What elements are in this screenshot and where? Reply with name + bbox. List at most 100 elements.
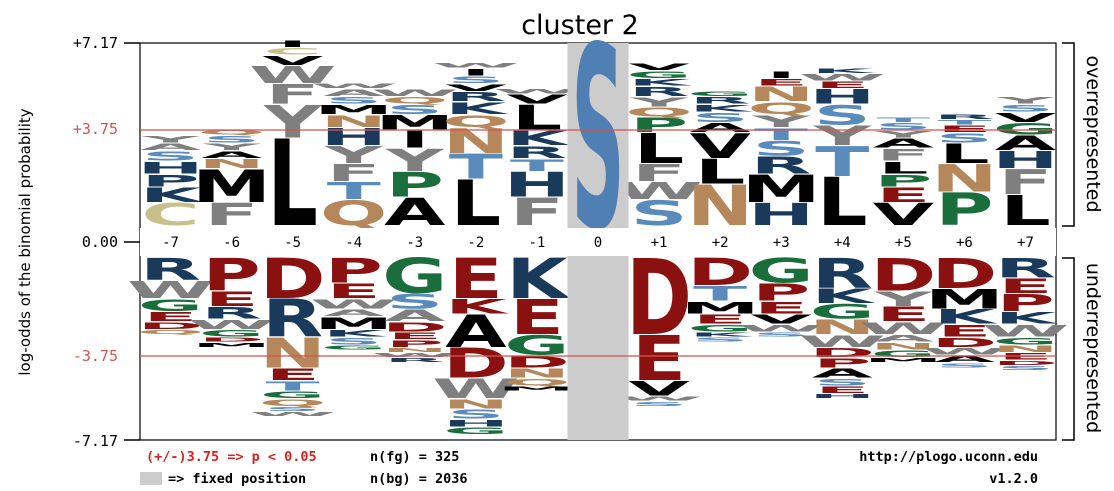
logo-letter-under: D xyxy=(993,360,1059,367)
zero-band xyxy=(140,228,1056,256)
logo-letter-under: H xyxy=(809,393,875,400)
logo-letter-under: D xyxy=(138,321,204,332)
logo-letter-under: G xyxy=(688,323,753,334)
logo-letter-over: F xyxy=(327,160,381,187)
logo-letter-over: H xyxy=(321,123,387,150)
logo-letter-over: Y xyxy=(751,112,811,131)
logo-letter-under: P xyxy=(386,339,444,350)
logo-letter-over: N xyxy=(443,122,509,162)
logo-letter-under: M xyxy=(681,299,760,318)
over-label: overrepresented xyxy=(1082,55,1104,212)
logo-letter-under: N xyxy=(504,366,570,381)
logo-letter-over: N xyxy=(321,112,387,131)
logo-letter-over: R xyxy=(629,84,690,99)
logo-letter-under: M xyxy=(192,342,271,349)
logo-letter-under: T xyxy=(693,282,748,305)
logo-letter-under: W xyxy=(921,346,1008,357)
logo-letter-over: W xyxy=(493,88,580,95)
logo-letter-over: Q xyxy=(198,130,265,137)
tick-zero: 0.00 xyxy=(82,233,118,251)
logo-letter-over: Q xyxy=(320,194,387,234)
logo-letter-over: T xyxy=(876,117,931,124)
logo-letter-over: R xyxy=(506,143,567,162)
logo-letter-under: E xyxy=(632,323,686,395)
logo-letter-under: K xyxy=(506,248,570,312)
logo-letter-under: P xyxy=(996,289,1054,316)
logo-letter-over: P xyxy=(630,114,688,137)
right-brackets xyxy=(1062,42,1075,441)
logo-letter-under: P xyxy=(325,252,383,291)
logo-letter-over: L xyxy=(695,153,746,193)
logo-letter-over: P xyxy=(386,165,444,205)
logo-letter-over: L xyxy=(939,138,990,169)
logo-letter-over: A xyxy=(323,88,385,99)
logo-letter-over: S xyxy=(631,194,688,234)
logo-letter-under: E xyxy=(937,322,991,341)
tick-sig-neg: -3.75 xyxy=(73,347,118,365)
logo-letter-under: A xyxy=(445,306,507,358)
logo-letter-over: Q xyxy=(625,105,692,120)
logo-letter-under: A xyxy=(812,366,873,381)
logo-letter-over: F xyxy=(876,146,930,165)
logo-letter-over: V xyxy=(262,53,323,68)
plogo-url[interactable]: http://plogo.uconn.edu xyxy=(859,449,1038,465)
logo-letter-over: Q xyxy=(442,112,509,131)
logo-letter-under: W xyxy=(737,323,824,334)
logo-letter-over: S xyxy=(692,110,749,125)
logo-letter-under: W xyxy=(249,411,336,418)
logo-letter-under: S xyxy=(692,337,749,344)
logo-letter-over: T xyxy=(937,119,992,126)
logo-letter-under: N xyxy=(443,397,509,412)
logo-letter-under: E xyxy=(815,385,869,396)
logo-letter-under: S xyxy=(447,407,504,422)
logo-letter-over: Y xyxy=(995,95,1055,106)
logo-letter-over: F xyxy=(205,197,259,232)
logo-letter-over: L xyxy=(1000,187,1051,235)
logo-letter-under: P xyxy=(752,279,810,306)
logo-letter-over: F xyxy=(632,160,686,187)
logo-letter-under: G xyxy=(443,426,508,437)
n-fg: n(fg) = 325 xyxy=(370,449,459,465)
logo-letter-over: S xyxy=(936,131,993,146)
logo-letter-over: N xyxy=(931,156,997,200)
logo-letter-under: G xyxy=(871,349,936,360)
logo-letter-over: S xyxy=(142,149,199,164)
logo-letter-under: N xyxy=(992,344,1058,355)
logo-letter-over: T xyxy=(449,147,504,187)
logo-letter-over: V xyxy=(628,62,690,73)
logo-letter-under: E xyxy=(510,290,564,346)
logo-letter-under: K xyxy=(689,331,754,338)
logo-letter-over: I xyxy=(766,70,795,81)
logo-letter-under: R xyxy=(201,304,262,323)
logo-letter-over: A xyxy=(201,150,263,161)
logo-letter-over: G xyxy=(688,91,753,98)
logo-letter-over: S xyxy=(203,134,260,145)
logo-letter-under: G xyxy=(321,344,386,351)
tick-top: +7.17 xyxy=(73,34,118,52)
logo-letter-under: E xyxy=(388,331,442,342)
logo-letter-over: E xyxy=(754,77,808,88)
logo-letter-under: D xyxy=(932,250,998,298)
logo-letter-over: P xyxy=(141,171,199,190)
logo-letter-over: T xyxy=(510,156,564,175)
logo-letter-under: G xyxy=(810,300,875,323)
logo-letter-over: H xyxy=(137,159,203,178)
logo-letter-over: R xyxy=(751,152,812,179)
position-label: +5 xyxy=(895,235,912,251)
logo-letter-under: D xyxy=(626,237,692,359)
logo-letter-under: W xyxy=(188,317,275,332)
logo-letter-under: S xyxy=(386,290,443,313)
fixed-position-note: => fixed position xyxy=(168,471,306,487)
logo-letter-under: G xyxy=(382,249,447,305)
logo-letter-under: E xyxy=(205,287,259,310)
logo-letter-under: E xyxy=(754,299,808,318)
logo-letter-over: E xyxy=(937,124,991,135)
logo-letter-over: Y xyxy=(812,120,872,151)
logo-letter-over: V xyxy=(445,82,507,93)
logo-letter-under: V xyxy=(751,312,812,327)
logo-letter-under: A xyxy=(323,308,385,319)
logo-letter-under: W xyxy=(371,352,458,359)
logo-letter-under: S xyxy=(814,377,871,388)
logo-letter-over: M xyxy=(192,161,271,213)
logo-letter-over: L xyxy=(878,159,928,178)
